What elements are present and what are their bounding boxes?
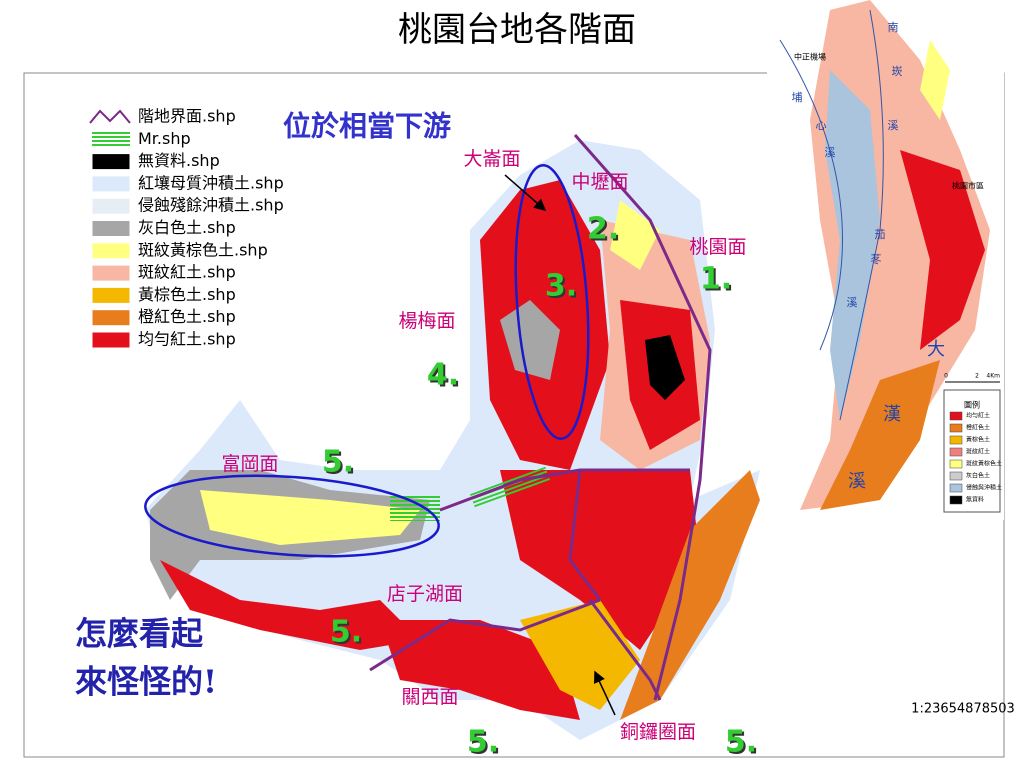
legend-label: 灰白色土.shp [138,218,236,237]
stage-number: 5. [467,725,499,760]
surface-label: 店子湖面 [387,583,463,605]
inset-river-label: 心 [816,119,827,132]
inset-legend-swatch [949,459,963,469]
inset-river-label: 埔 [792,91,803,104]
inset-river-label: 南 [888,21,899,34]
stage-number: 4. [427,358,459,393]
inset-place-label: 桃園市區 [952,181,984,191]
inset-legend-swatch [949,435,963,445]
stage-number-shadow: 1. [702,264,734,299]
surface-label: 中壢面 [571,171,628,193]
inset-legend-label: 灰白色土 [966,472,990,480]
inset-scale-tick: 2 [975,373,979,380]
legend-label: 斑紋紅土.shp [138,263,236,282]
legend-swatch [91,264,131,282]
surface-label: 富岡面 [221,453,278,475]
legend-swatch [91,220,131,237]
legend-swatch [91,242,131,260]
inset-legend-label: 無資料 [966,496,984,504]
legend-swatch [91,309,131,327]
stage-number-shadow: 3. [547,271,579,306]
stage-number-shadow: 5. [324,447,356,482]
inset-river-label: 茄 [875,227,886,241]
legend-swatch [91,286,131,304]
stage-number: 1. [700,262,732,297]
stage-number-shadow: 2. [589,214,621,249]
legend-label: 斑紋黃棕色土.shp [138,240,268,259]
legend-label: 階地界面.shp [138,107,236,126]
stage-number-shadow: 5. [332,617,364,652]
inset-legend-label: 斑紋黃棕色土 [966,460,1002,468]
inset-legend-swatch [949,411,963,421]
stage-number: 5. [322,445,354,480]
stage-number-shadow: 5. [469,727,501,762]
stage-number: 2. [587,212,619,247]
inset-place-label: 中正機場 [794,52,826,62]
inset-legend-swatch [949,423,963,433]
inset-legend-label: 橙紅色土 [966,424,990,432]
main-map [144,134,851,740]
legend-label: 無資料.shp [138,151,220,170]
legend-label: 黃棕色土.shp [138,285,236,304]
title: 桃園台地各階面 [398,10,636,50]
inset-legend-swatch [949,471,963,481]
stage-number-shadow: 5. [727,727,759,762]
inset-legend-swatch [949,447,963,457]
legend-swatch [92,131,130,148]
inset-river-label: 漢 [883,404,901,425]
scale: 1:23654878503 [911,702,1015,717]
inset-river-label: 苳 [871,253,882,266]
legend-label: 侵蝕殘餘沖積土.shp [138,196,284,215]
surface-label: 銅鑼圈面 [620,721,696,743]
inset-river-label: 溪 [825,146,836,159]
stage-number: 5. [725,725,757,760]
comment: 怎麼看起 [75,615,204,653]
legend-line [89,109,131,124]
legend-swatch [91,153,131,171]
legend-swatch [91,197,131,215]
surface-label: 桃園面 [689,236,746,258]
legend-label: Mr.shp [138,129,191,148]
legend-label: 橙紅色土.shp [138,307,236,326]
surface-label: 大崙面 [463,148,520,170]
legend-label: 紅壤母質沖積土.shp [138,173,284,192]
inset-scale-tick: 0 [944,373,948,380]
comment: 來怪怪的! [75,663,217,701]
annotation: 位於相當下游 [283,110,451,143]
inset-legend-label: 均勻紅土 [966,412,990,420]
inset-river-label: 溪 [848,471,866,492]
surface-label: 楊梅面 [398,310,455,332]
inset-legend-swatch [949,495,963,505]
stage-number: 5. [330,615,362,650]
inset-scale-tick: 4Km [986,373,1000,380]
inset-legend-label: 斑紋紅土 [966,448,990,456]
inset-map [767,0,1004,520]
legend-swatch [91,331,131,349]
legend-label: 均勻紅土.shp [138,330,236,349]
inset-legend-label: 黃棕色土 [966,436,990,444]
inset-river-label: 大 [927,339,945,360]
inset-river-label: 崁 [892,65,903,78]
stage-number-shadow: 4. [429,360,461,395]
inset-legend-title: 圖例 [964,400,980,410]
surface-label: 關西面 [401,686,458,708]
inset-river-label: 溪 [847,296,858,309]
inset-legend-swatch [949,483,963,493]
stage-number: 3. [545,269,577,304]
inset-river-label: 溪 [888,119,899,132]
legend-swatch [91,175,131,193]
inset-legend-label: 侵蝕與沖積土 [966,484,1002,492]
